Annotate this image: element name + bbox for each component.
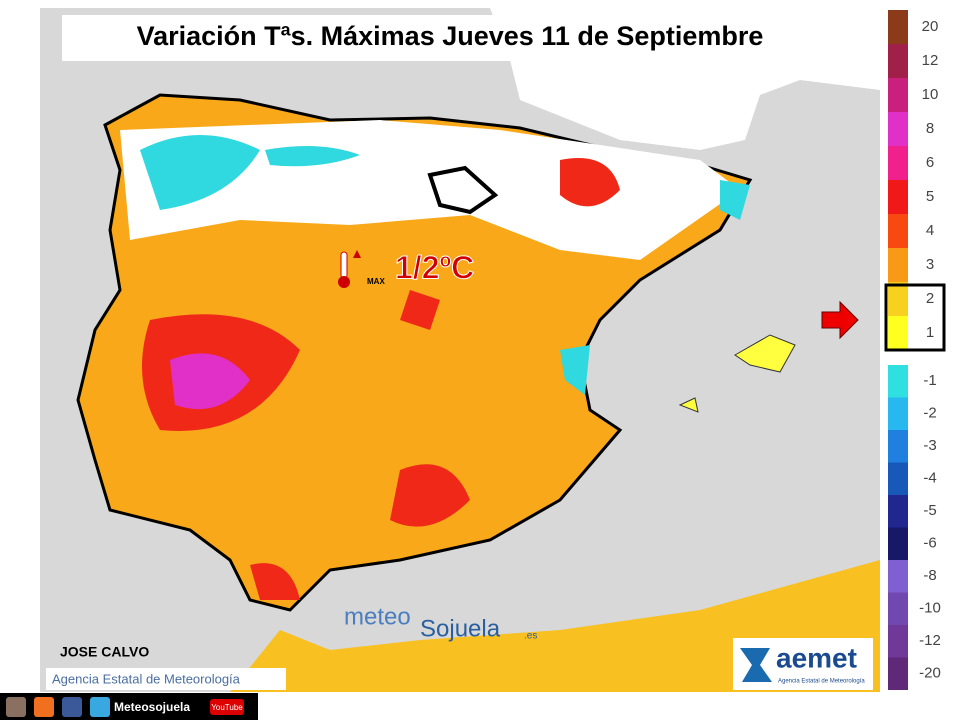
legend-highlight [884,283,946,352]
logo-subtitle: Agencia Estatal de Meteorología [778,679,865,685]
legend-swatch [888,112,908,146]
la-rioja-outline [427,165,499,215]
thermometer-icon [338,250,361,288]
legend-label: -6 [923,535,936,552]
legend-label: 4 [926,222,934,239]
author: JOSE CALVO [60,644,149,660]
legend-label: -8 [923,567,936,584]
legend-swatch [888,282,908,316]
legend-label: -3 [923,437,936,454]
facebook-icon [62,697,82,717]
annotation-value: 1/2ºC [395,249,474,285]
legend: 20 12 10 8 6 5 4 3 2 1 -1 -2 -3 -4 -5 -6 -8 -10 -12 -20 [888,10,941,690]
balearic-islands [678,334,796,413]
icon-label: MAX [367,277,385,286]
legend-label: 2 [926,290,934,307]
legend-swatch [888,527,908,560]
legend-label: -12 [919,632,941,649]
logo-mark [740,648,772,682]
legend-swatch [888,397,908,430]
legend-label: -2 [923,405,936,422]
legend-label: 3 [926,256,934,273]
source: Agencia Estatal de Meteorología [52,671,241,686]
africa [40,560,880,692]
brand-sojuela: Sojuela [420,615,501,642]
legend-label: 8 [926,120,934,137]
title: Variación Tªs. Máximas Jueves 11 de Sept… [137,21,764,51]
legend-label: 6 [926,154,934,171]
legend-swatch [888,657,908,690]
source-box [46,668,286,690]
legend-swatch [888,10,908,44]
legend-swatch [888,44,908,78]
legend-swatch [888,495,908,528]
youtube-icon [210,699,244,715]
arrow [821,300,859,340]
legend-label: 10 [922,86,939,103]
legend-swatch [888,248,908,282]
twitter-icon [90,697,110,717]
social-handle: Meteosojuela [114,700,190,714]
legend-label: 12 [922,52,939,69]
brand-meteo: meteo [344,603,411,630]
legend-swatch [888,146,908,180]
legend-label: 20 [922,18,939,35]
hot-core [170,353,250,410]
legend-swatch [888,316,908,350]
legend-label: -1 [923,372,936,389]
brand-es: .es [524,631,537,642]
logo-text: aemet [776,642,857,673]
legend-label: -20 [919,665,941,682]
cool-areas [140,135,750,395]
legend-label: -4 [923,470,936,487]
legend-swatch [888,78,908,112]
legend-label: -10 [919,600,941,617]
legend-label: 5 [926,188,934,205]
legend-swatch [888,592,908,625]
legend-swatch [888,430,908,463]
legend-label: -5 [923,502,936,519]
legend-swatch [888,214,908,248]
title-box [62,15,840,61]
legend-swatch [888,560,908,593]
legend-swatch [888,180,908,214]
youtube-label: YouTube [211,703,243,712]
legend-swatch [888,625,908,658]
legend-label: 1 [926,324,934,341]
legend-swatch [888,462,908,495]
blogger-icon [34,697,54,717]
instagram-icon [6,697,26,717]
legend-swatch [888,365,908,398]
